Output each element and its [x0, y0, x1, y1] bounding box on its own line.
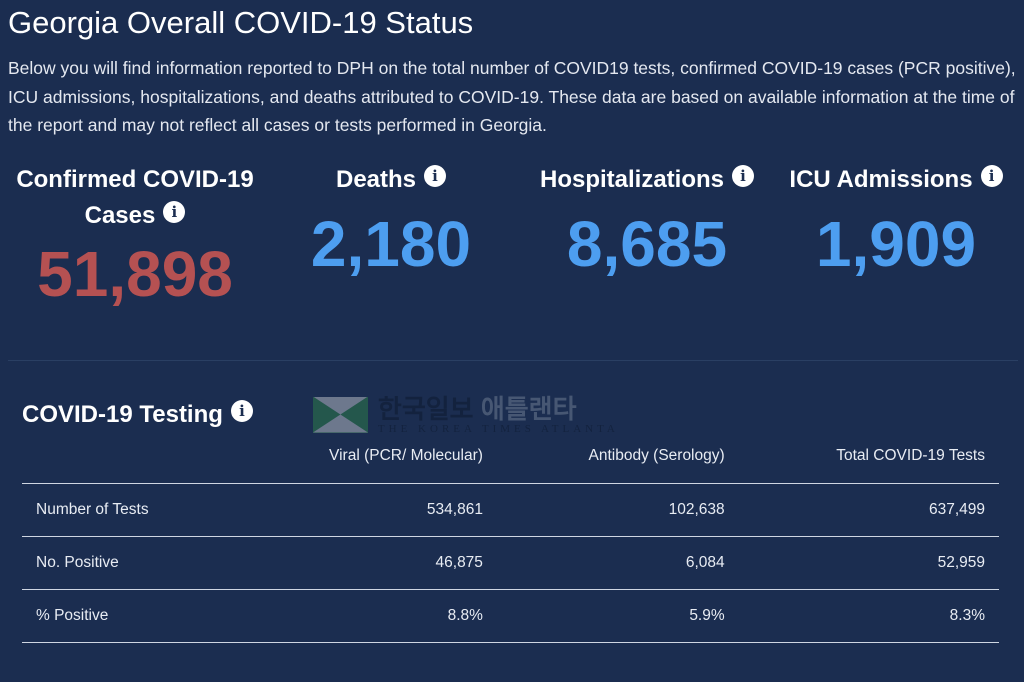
testing-heading-row: COVID-19 Testing i 한국일보 애틀랜타 THE KOREA TI…	[22, 395, 1015, 435]
cell: 6,084	[685, 553, 725, 571]
column-header: Antibody (Serology)	[588, 446, 725, 464]
cell: 52,959	[937, 553, 985, 571]
column-header: Total COVID-19 Tests	[836, 446, 985, 464]
stat-label: Deaths	[335, 165, 417, 193]
row-label: Number of Tests	[36, 500, 149, 518]
page-title: Georgia Overall COVID-19 Status	[8, 5, 474, 40]
watermark-korean: 한국일보	[377, 393, 474, 424]
divider	[8, 359, 1018, 361]
watermark-english: THE KOREA TIMES ATLANTA	[377, 422, 619, 435]
testing-title: COVID-19 Testing	[22, 401, 223, 428]
stat-cases: Confirmed COVID-19 Cases i 51,898	[8, 162, 262, 354]
stat-value: 2,180	[310, 207, 472, 280]
cell: 534,861	[426, 500, 483, 518]
stats-row: Confirmed COVID-19 Cases i 51,898 Deaths i…	[8, 162, 1018, 354]
stat-value: 1,909	[815, 207, 977, 280]
stat-icu: ICU Admissions i 1,909	[774, 162, 1018, 354]
flag-icon	[312, 396, 368, 433]
row-label: No. Positive	[36, 553, 119, 571]
info-icon[interactable]: i	[980, 164, 1003, 187]
page-header: Georgia Overall COVID-19 Status Below yo…	[8, 5, 1018, 361]
cell: 46,875	[435, 553, 483, 571]
stat-hospitalizations: Hospitalizations i 8,685	[520, 162, 774, 354]
table-row: % Positive 8.8% 5.9% 8.3%	[22, 589, 999, 642]
stat-label: ICU Admissions	[789, 165, 973, 193]
info-icon[interactable]: i	[163, 200, 186, 223]
cell: 637,499	[928, 500, 985, 518]
row-label: % Positive	[36, 606, 109, 624]
stat-deaths: Deaths i 2,180	[262, 162, 520, 354]
table-header-row: Viral (PCR/ Molecular) Antibody (Serolog…	[22, 441, 999, 484]
column-header: Viral (PCR/ Molecular)	[329, 446, 483, 464]
stat-value: 51,898	[37, 237, 233, 310]
cell: 5.9%	[689, 606, 725, 624]
testing-heading: COVID-19 Testing i	[22, 400, 253, 429]
info-icon[interactable]: i	[732, 164, 755, 187]
stat-label: Hospitalizations	[539, 165, 725, 193]
stat-value: 8,685	[566, 207, 728, 280]
cell: 8.3%	[949, 606, 985, 624]
watermark-korean-sub: 애틀랜타	[480, 393, 577, 424]
cell: 102,638	[668, 500, 725, 518]
column-header	[22, 441, 229, 484]
info-icon[interactable]: i	[230, 400, 253, 422]
stat-label: Confirmed COVID-19 Cases	[16, 165, 254, 229]
info-icon[interactable]: i	[424, 164, 447, 187]
watermark-logo: 한국일보 애틀랜타 THE KOREA TIMES ATLANTA	[312, 393, 619, 435]
table-row: No. Positive 46,875 6,084 52,959	[22, 536, 999, 589]
cell: 8.8%	[447, 606, 483, 624]
testing-table: Viral (PCR/ Molecular) Antibody (Serolog…	[22, 441, 999, 643]
intro-text: Below you will find information reported…	[8, 58, 1016, 135]
table-row: Number of Tests 534,861 102,638 637,499	[22, 483, 999, 536]
testing-section: COVID-19 Testing i 한국일보 애틀랜타 THE KOREA TI…	[0, 395, 1024, 643]
